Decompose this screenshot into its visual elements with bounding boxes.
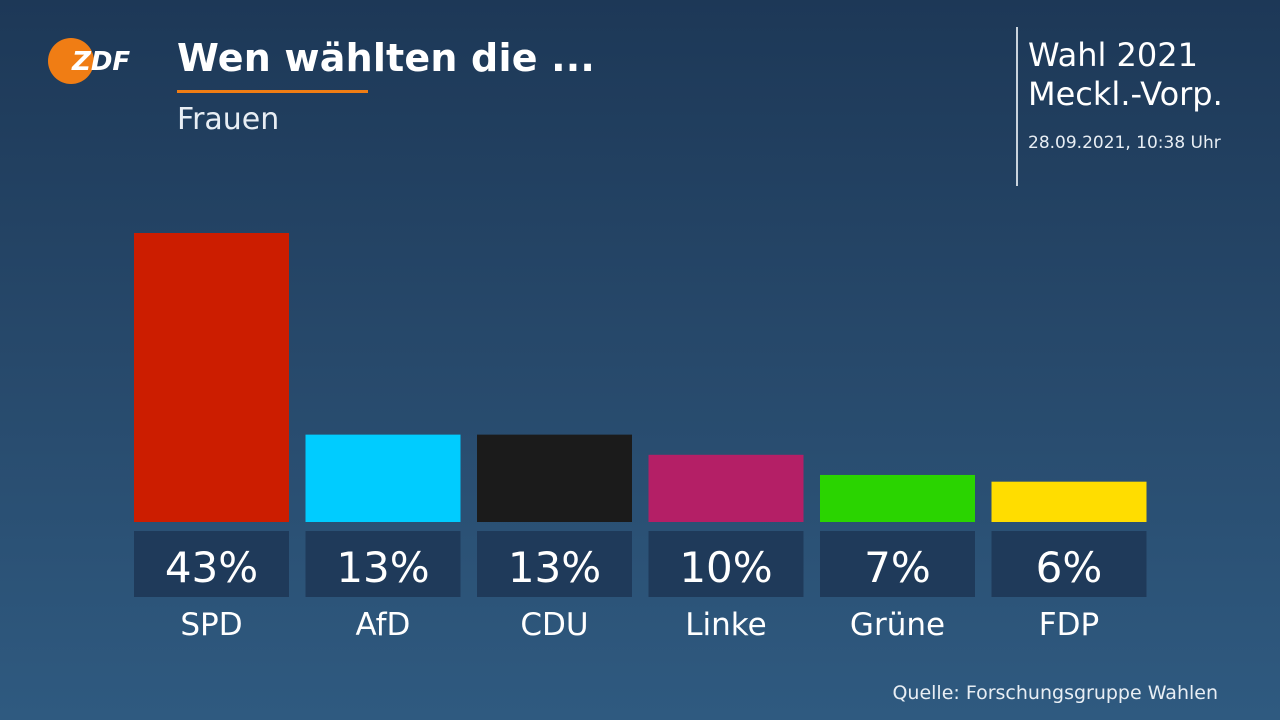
category-label-0: SPD (180, 607, 242, 643)
bar-4 (820, 474, 975, 522)
value-label-5: 6% (1036, 543, 1103, 592)
election-name: Wahl 2021 (1028, 36, 1198, 74)
source-note: Quelle: Forschungsgruppe Wahlen (892, 682, 1218, 704)
title-underline (177, 90, 368, 93)
header-divider (1016, 27, 1018, 186)
election-title: Wahl 2021 Meckl.-Vorp. (1028, 36, 1223, 114)
category-label-5: FDP (1039, 607, 1099, 643)
category-label-2: CDU (520, 607, 588, 643)
category-label-3: Linke (685, 607, 766, 643)
bar-2 (477, 434, 632, 522)
value-box-5 (991, 531, 1147, 597)
bar-3 (648, 454, 804, 522)
bar-1 (305, 434, 461, 522)
bar-5 (991, 481, 1147, 522)
category-label-4: Grüne (850, 607, 945, 643)
value-label-0: 43% (165, 543, 258, 592)
election-region: Meckl.-Vorp. (1028, 75, 1223, 113)
logo-text: ZDF (71, 47, 130, 77)
chart-title: Wen wählten die ... (177, 36, 595, 80)
chart-subtitle: Frauen (177, 102, 280, 137)
value-box-0 (134, 531, 289, 597)
value-label-4: 7% (864, 543, 931, 592)
zdf-logo: ZDF (48, 38, 130, 84)
value-label-2: 13% (508, 543, 601, 592)
value-box-2 (477, 531, 632, 597)
value-label-1: 13% (336, 543, 429, 592)
value-box-1 (305, 531, 461, 597)
value-box-3 (648, 531, 804, 597)
category-label-1: AfD (356, 607, 411, 643)
bar-0 (134, 233, 289, 522)
value-label-3: 10% (679, 543, 772, 592)
value-box-4 (820, 531, 975, 597)
timestamp: 28.09.2021, 10:38 Uhr (1028, 133, 1221, 153)
